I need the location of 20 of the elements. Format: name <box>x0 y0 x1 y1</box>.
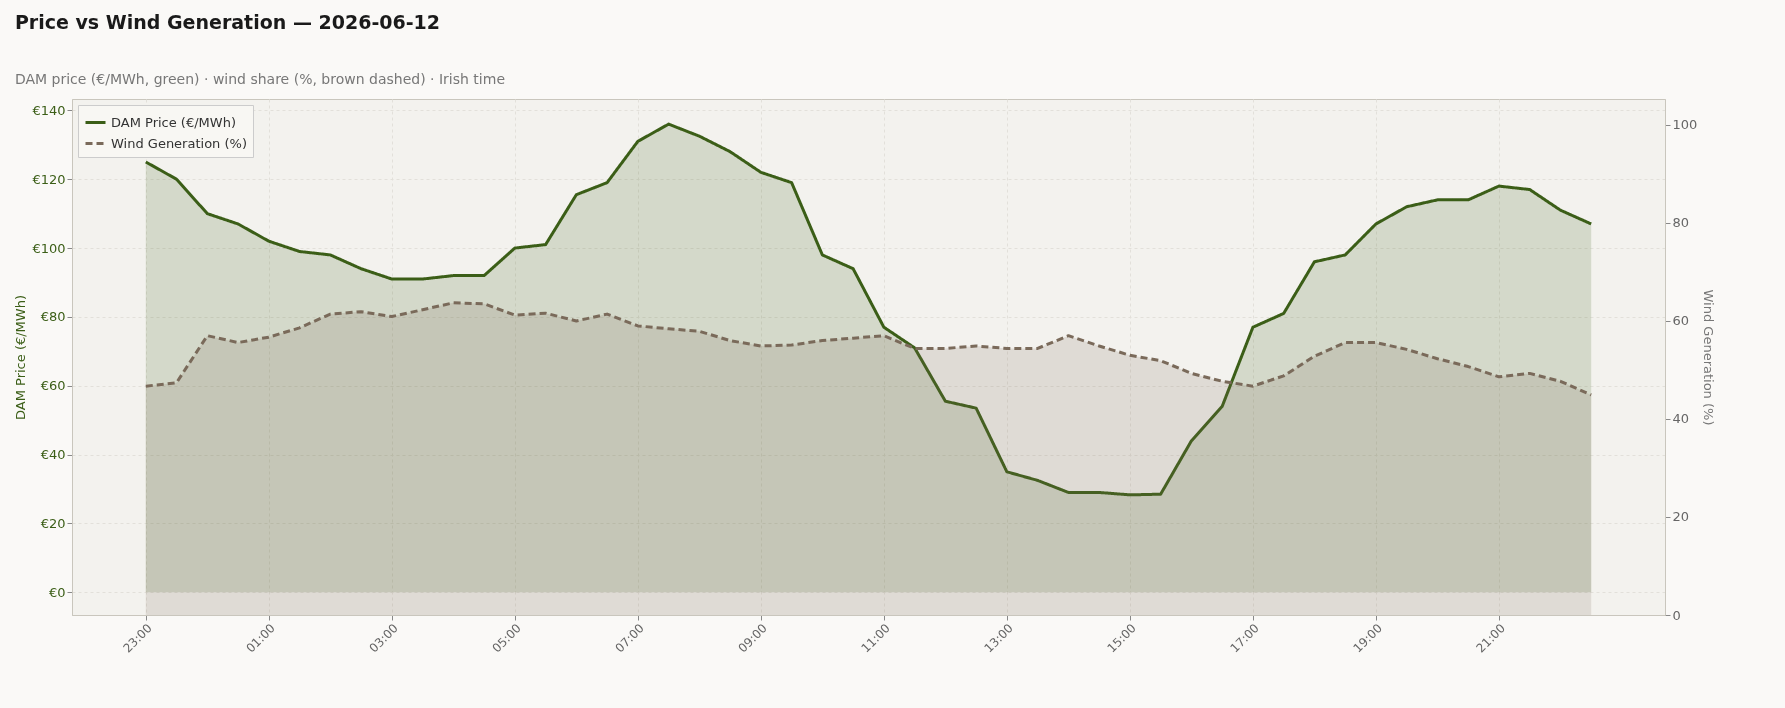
y2-tick-label: 80 <box>1672 215 1690 231</box>
y-axis-title: DAM Price (€/MWh) <box>13 295 29 420</box>
chart-subtitle: DAM price (€/MWh, green) · wind share (%, brown dashed) · Irish time <box>14 71 505 87</box>
y-tick-label: €100 <box>32 240 66 256</box>
y2-tick-label: 40 <box>1672 411 1690 427</box>
y-tick-label: €60 <box>40 378 66 394</box>
y2-axis-title: Wind Generation (%) <box>1701 289 1717 426</box>
legend-label: DAM Price (€/MWh) <box>111 114 236 130</box>
y-tick-label: €20 <box>40 515 66 531</box>
y-tick-label: €40 <box>40 447 66 463</box>
y2-tick-label: 0 <box>1672 607 1681 623</box>
y2-tick-label: 100 <box>1672 117 1698 133</box>
legend-label: Wind Generation (%) <box>111 135 247 151</box>
chart-title: Price vs Wind Generation — 2026-06-12 <box>14 11 441 33</box>
y2-tick-label: 20 <box>1672 509 1690 525</box>
y2-tick-label: 60 <box>1672 313 1690 329</box>
y-tick-label: €120 <box>32 171 66 187</box>
y-tick-label: €140 <box>32 102 66 118</box>
y-tick-label: €0 <box>48 584 66 600</box>
y-tick-label: €80 <box>40 309 66 325</box>
